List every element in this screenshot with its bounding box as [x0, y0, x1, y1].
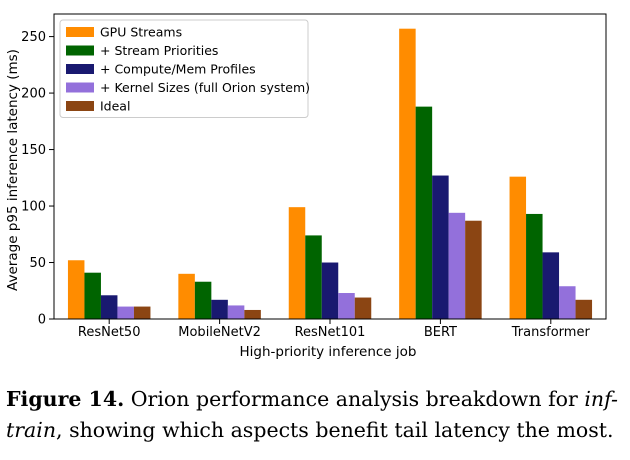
- bars: [67, 28, 593, 319]
- figure-caption: Figure 14. Orion performance analysis br…: [6, 384, 626, 446]
- bar-transformer-series-2: [542, 252, 560, 319]
- bar-bert-series-0: [399, 28, 416, 319]
- legend-entry: Ideal: [100, 99, 130, 114]
- legend-entry: + Kernel Sizes (full Orion system): [100, 80, 310, 95]
- y-tick-label: 200: [21, 87, 46, 102]
- bar-resnet50-series-2: [100, 295, 118, 319]
- figure-label: Figure 14.: [6, 387, 125, 411]
- legend-entry: + Compute/Mem Profiles: [100, 62, 256, 77]
- x-tick-label: ResNet101: [295, 325, 366, 340]
- bar-resnet50-series-0: [67, 260, 85, 319]
- y-tick-label: 100: [21, 200, 46, 215]
- y-tick-label: 150: [21, 143, 46, 158]
- bar-transformer-series-4: [575, 299, 593, 319]
- y-axis-label: Average p95 inference latency (ms): [5, 49, 21, 291]
- bar-bert-series-3: [448, 212, 466, 319]
- bar-mobilenetv2-series-4: [244, 309, 261, 319]
- axes: 0 50 100 150 200 250 ResNet50 MobileNetV2 ResNet…: [21, 13, 607, 340]
- bar-transformer-series-0: [509, 176, 527, 319]
- bar-mobilenetv2-series-2: [211, 299, 228, 319]
- legend-swatch: [66, 82, 94, 93]
- legend-swatch: [66, 64, 94, 74]
- legend-box: [59, 19, 309, 118]
- x-tick-label: MobileNetV2: [178, 325, 261, 340]
- bar-transformer-series-1: [526, 213, 543, 319]
- legend-swatch: [66, 101, 94, 111]
- caption-emphasis: inf-train: [6, 387, 618, 442]
- y-tick-label: 50: [29, 256, 46, 271]
- bar-chart: 0 50 100 150 200 250 ResNet50 MobileNetV2 ResNet…: [5, 13, 607, 360]
- bar-bert-series-2: [432, 175, 449, 319]
- x-tick-label: BERT: [424, 325, 457, 340]
- legend-entry: + Stream Priorities: [100, 43, 218, 58]
- x-tick-label: Transformer: [511, 325, 591, 340]
- caption-text-after: , showing which aspects benefit tail lat…: [56, 418, 614, 442]
- bar-resnet50-series-4: [133, 306, 151, 319]
- bar-mobilenetv2-series-1: [194, 281, 212, 319]
- bar-bert-series-1: [415, 106, 433, 319]
- bar-mobilenetv2-series-0: [178, 273, 195, 319]
- bar-mobilenetv2-series-3: [227, 305, 245, 319]
- caption-text-before: Orion performance analysis breakdown for: [124, 387, 585, 411]
- legend-swatch: [66, 27, 94, 37]
- bar-transformer-series-3: [559, 286, 576, 319]
- legend-swatch: [66, 45, 94, 56]
- legend: GPU Streams + Stream Priorities + Compute/…: [59, 19, 310, 118]
- bar-resnet50-series-3: [117, 306, 134, 319]
- bar-resnet101-series-1: [305, 235, 322, 319]
- bar-bert-series-4: [465, 220, 482, 319]
- y-tick-label: 250: [21, 30, 46, 45]
- bar-resnet101-series-3: [338, 293, 355, 319]
- x-axis-label: High-priority inference job: [240, 344, 417, 360]
- legend-entry: GPU Streams: [100, 25, 182, 40]
- bar-resnet101-series-0: [288, 207, 306, 319]
- bar-resnet101-series-2: [321, 262, 339, 319]
- bar-resnet101-series-4: [354, 297, 372, 319]
- y-tick-label: 0: [38, 313, 46, 328]
- x-tick-label: ResNet50: [78, 325, 141, 340]
- bar-resnet50-series-1: [84, 272, 101, 319]
